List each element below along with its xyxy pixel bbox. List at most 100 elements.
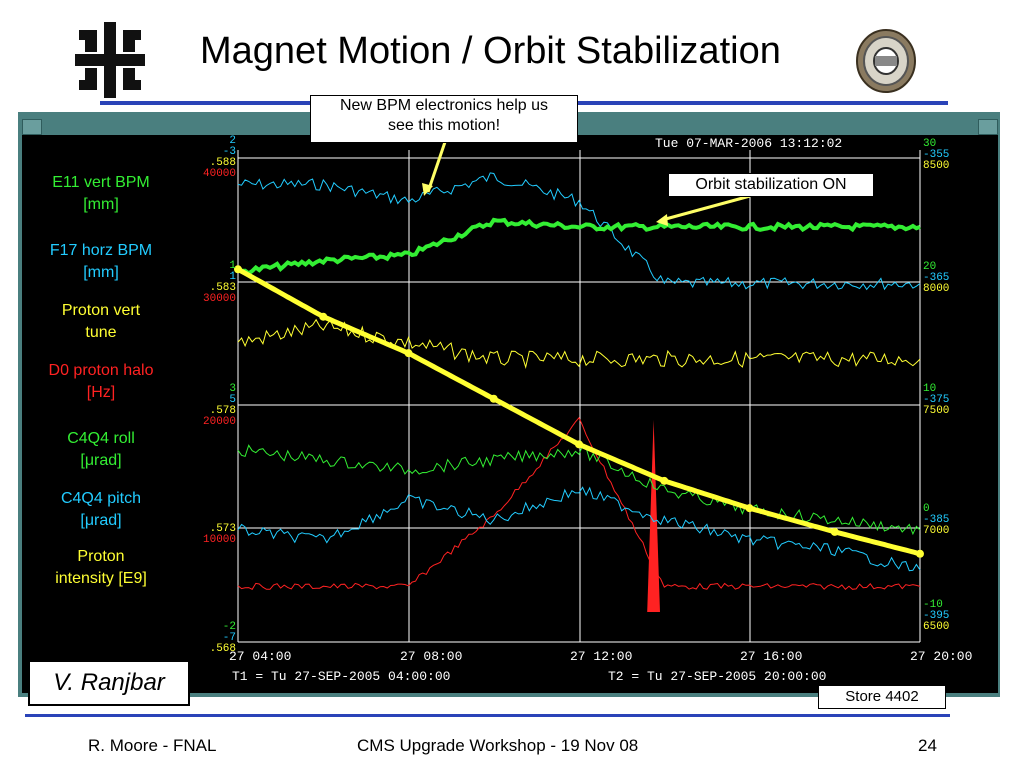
axis-tick-label: 7000: [923, 525, 950, 537]
series-marker: [575, 440, 583, 449]
series-marker: [660, 476, 669, 485]
axis-tick-label: 3: [229, 383, 236, 395]
axis-tick-label: 7500: [923, 405, 950, 417]
x-tick-label: 27 20:00: [910, 649, 973, 664]
legend-entry: Proton vert tune: [26, 300, 176, 344]
axis-tick-label: 5: [229, 394, 236, 406]
footer-author: R. Moore - FNAL: [88, 736, 217, 755]
legend-text: [mm]: [83, 196, 119, 213]
axis-tick-label: .583: [209, 282, 236, 294]
legend-entry: D0 proton halo [Hz]: [26, 360, 176, 404]
window-timestamp: Tue 07-MAR-2006 13:12:02: [655, 136, 843, 151]
series-line: [237, 416, 921, 591]
axis-tick-label: 10000: [203, 534, 237, 546]
legend-text: tune: [85, 324, 117, 341]
fermilab-logo: [75, 22, 145, 98]
callout-arrowhead: [422, 183, 433, 196]
axis-tick-label: 10: [923, 383, 937, 395]
window-maximize-button[interactable]: [978, 119, 998, 135]
axis-tick-label: 1: [229, 260, 236, 272]
legend-text: Proton: [77, 548, 125, 565]
series-marker: [234, 265, 242, 274]
series-line: [236, 267, 921, 557]
axis-tick-label: .568: [209, 643, 236, 655]
series-marker: [489, 394, 498, 403]
series-marker: [404, 349, 413, 358]
legend-text: intensity [E9]: [55, 570, 147, 587]
axis-tick-label: 8000: [923, 283, 950, 295]
callout-arrow: [426, 141, 447, 193]
legend-text: C4Q4 roll: [67, 430, 135, 447]
callout-arrow: [661, 194, 751, 222]
slide-number: 24: [918, 736, 937, 755]
legend-entry: Proton intensity [E9]: [26, 546, 176, 590]
legend-text: [Hz]: [86, 384, 116, 401]
series-marker: [830, 527, 839, 536]
series-line: [237, 172, 921, 291]
magnet-emblem-image: [855, 28, 917, 94]
axis-tick-label: 2: [229, 135, 236, 147]
legend-text: D0 proton halo: [48, 362, 154, 379]
x-tick-label: 27 04:00: [229, 649, 292, 664]
axis-tick-label: -395: [923, 610, 950, 622]
bpm-electronics-callout: New BPM electronics help us see this mot…: [310, 95, 578, 143]
legend-text: [mm]: [83, 264, 119, 281]
series-line: [237, 444, 921, 536]
axis-tick-label: .588: [209, 157, 236, 169]
x-tick-label: 27 08:00: [400, 649, 463, 664]
callout-line-2: see this motion!: [387, 117, 501, 134]
legend-entry: F17 horz BPM [mm]: [26, 240, 176, 284]
axis-tick-label: -10: [923, 599, 943, 611]
series-line: [237, 318, 921, 370]
legend-text: C4Q4 pitch: [60, 490, 142, 507]
chart-grid: [237, 150, 921, 643]
author-label: V. Ranjbar: [28, 660, 190, 706]
chart-series: [234, 141, 924, 612]
series-marker: [745, 504, 754, 513]
callout-arrowhead: [656, 214, 668, 226]
callout-line-1: New BPM electronics help us: [339, 97, 549, 114]
plot-area: [22, 135, 998, 693]
axis-tick-label: 30: [923, 138, 937, 150]
footer-divider: [25, 714, 950, 717]
axis-tick-label: 6500: [923, 621, 950, 633]
window-menu-button[interactable]: [22, 119, 42, 135]
axis-tick-label: 30000: [203, 293, 237, 305]
axis-tick-label: 8500: [923, 160, 950, 172]
store-label: Store 4402: [818, 685, 946, 709]
legend-text: E11 vert BPM: [52, 174, 150, 191]
legend-entry: C4Q4 roll [μrad]: [26, 428, 176, 472]
series-marker: [916, 549, 924, 558]
axis-tick-label: -375: [923, 394, 950, 406]
axis-tick-label: .578: [209, 405, 236, 417]
axis-tick-label: -355: [923, 149, 950, 161]
x-tick-label: 27 12:00: [570, 649, 633, 664]
slide-title: Magnet Motion / Orbit Stabilization: [200, 30, 781, 72]
footer-event: CMS Upgrade Workshop - 19 Nov 08: [357, 736, 639, 755]
orbit-stabilization-callout: Orbit stabilization ON: [668, 173, 874, 197]
legend-text: F17 horz BPM: [49, 242, 153, 259]
legend-text: [μrad]: [80, 452, 122, 469]
axis-tick-label: -7: [222, 632, 236, 644]
series-line: [237, 486, 921, 572]
x-tick-label: 27 16:00: [740, 649, 803, 664]
t1-range-label: T1 = Tu 27-SEP-2005 04:00:00: [232, 669, 451, 684]
axis-tick-label: -2: [222, 621, 236, 633]
halo-spike: [647, 420, 660, 612]
axis-tick-label: 20000: [203, 416, 237, 428]
axis-tick-label: 40000: [203, 168, 237, 180]
legend-text: Proton vert: [61, 302, 141, 319]
axis-tick-label: -3: [222, 146, 236, 158]
legend-entry: C4Q4 pitch [μrad]: [26, 488, 176, 532]
axis-tick-label: -365: [923, 272, 950, 284]
axis-tick-label: .573: [209, 523, 236, 535]
legend-entry: E11 vert BPM [mm]: [26, 172, 176, 216]
legend-text: [μrad]: [80, 512, 122, 529]
axis-tick-label: -385: [923, 514, 950, 526]
t2-range-label: T2 = Tu 27-SEP-2005 20:00:00: [608, 669, 827, 684]
series-marker: [319, 312, 328, 321]
axis-tick-label: 1: [229, 271, 236, 283]
series-line: [237, 217, 921, 276]
axis-tick-label: 20: [923, 261, 937, 273]
